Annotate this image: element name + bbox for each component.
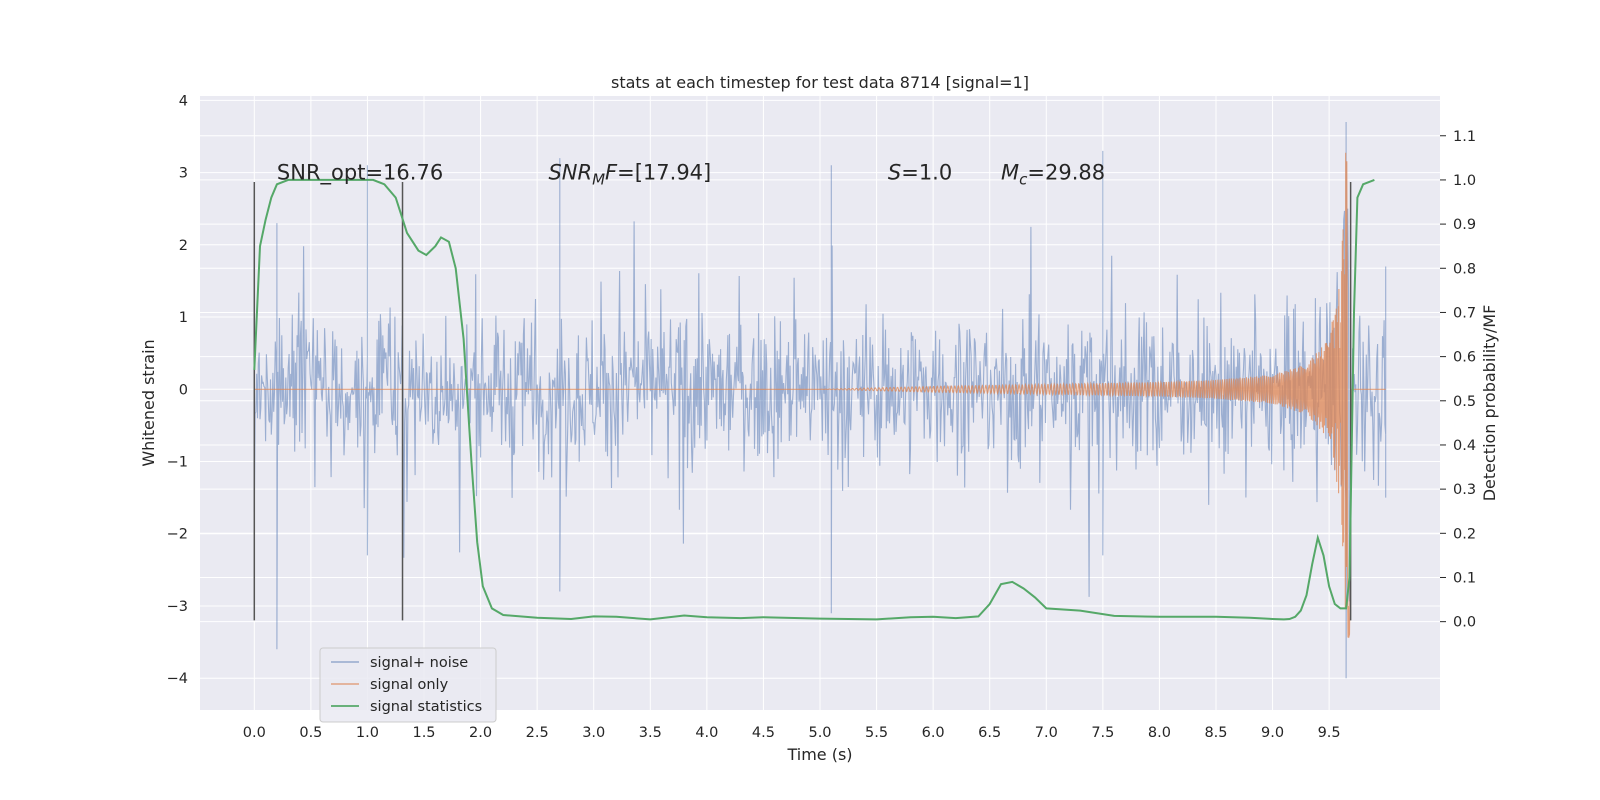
y2-tick-label: 0.8	[1453, 261, 1476, 277]
y2-axis-ticks: 1.1 1.0 0.9 0.8 0.7 0.6 0.5 0.4 0.3 0.2 0.1 0.0	[1440, 129, 1476, 631]
x-tick-label: 4.5	[752, 725, 775, 741]
signal-only-series	[254, 152, 1386, 638]
legend-label-stats: signal statistics	[370, 699, 482, 715]
y-tick-label: 2	[179, 238, 188, 254]
annotations: SNR_opt=16.76 SNRMF=[17.94] S=1.0 Mc=29.88	[277, 161, 1105, 189]
x-tick-label: 9.0	[1261, 725, 1284, 741]
x-tick-label: 1.0	[356, 725, 379, 741]
signal-statistics-series	[253, 178, 1375, 621]
signal-only-trace	[254, 152, 1386, 638]
legend-box	[319, 647, 497, 723]
grid-lines	[200, 96, 1440, 710]
x-tick-label: 9.5	[1318, 725, 1341, 741]
x-axis-label: Time (s)	[786, 745, 852, 764]
signal-plus-noise-series	[253, 122, 1387, 679]
signal-statistics-line	[253, 178, 1375, 621]
legend-label-noise: signal+ noise	[370, 655, 468, 671]
x-tick-label: 5.0	[808, 725, 831, 741]
legend-label-signal: signal only	[370, 677, 449, 693]
y-tick-label: 3	[179, 166, 188, 182]
x-tick-label: 2.0	[469, 725, 492, 741]
y-axis-label: Whitened strain	[139, 339, 158, 466]
annotation-text: SNRMF=[17.94]	[548, 161, 711, 189]
y2-tick-label: 0.1	[1453, 570, 1476, 586]
x-tick-label: 8.5	[1204, 725, 1227, 741]
y2-tick-label: 0.0	[1453, 615, 1476, 631]
y-tick-label: −2	[167, 527, 188, 543]
y-axis-ticks: 4 3 2 1 0 −1 −2 −3 −4	[167, 93, 188, 687]
x-tick-label: 7.0	[1035, 725, 1058, 741]
x-tick-label: 2.5	[526, 725, 549, 741]
noise-trace	[253, 122, 1387, 679]
y2-tick-label: 0.6	[1453, 350, 1476, 366]
y2-tick-label: 0.2	[1453, 526, 1476, 542]
x-tick-label: 3.0	[582, 725, 605, 741]
annotation-text: Mc=29.88	[1001, 161, 1105, 189]
legend: signal+ noise signal only signal statist…	[319, 647, 497, 723]
y-tick-label: 1	[179, 310, 188, 326]
y2-tick-label: 1.1	[1453, 129, 1476, 145]
y-tick-label: 4	[179, 93, 188, 109]
x-tick-label: 3.5	[639, 725, 662, 741]
y-tick-label: −3	[167, 599, 188, 615]
chart-title: stats at each timestep for test data 871…	[611, 73, 1029, 92]
x-tick-label: 6.5	[978, 725, 1001, 741]
y2-tick-label: 0.7	[1453, 305, 1476, 321]
y2-axis-label: Detection probability/MF	[1480, 305, 1499, 502]
y2-tick-label: 0.5	[1453, 394, 1476, 410]
x-tick-label: 6.0	[922, 725, 945, 741]
x-tick-label: 0.0	[243, 725, 266, 741]
y2-tick-label: 0.3	[1453, 482, 1476, 498]
y-tick-label: −1	[167, 455, 188, 471]
x-tick-label: 4.0	[695, 725, 718, 741]
annotation-text: S=1.0	[888, 161, 952, 185]
y2-tick-label: 0.9	[1453, 217, 1476, 233]
x-tick-label: 8.0	[1148, 725, 1171, 741]
y-tick-label: −4	[167, 671, 188, 687]
x-tick-label: 1.5	[412, 725, 435, 741]
annotation-text: SNR_opt=16.76	[277, 161, 443, 186]
x-tick-label: 0.5	[299, 725, 322, 741]
y-tick-label: 0	[179, 382, 188, 398]
x-tick-label: 5.5	[865, 725, 888, 741]
y2-tick-label: 1.0	[1453, 173, 1476, 189]
y2-tick-label: 0.4	[1453, 438, 1476, 454]
x-axis-ticks: 0.0 0.5 1.0 1.5 2.0 2.5 3.0 3.5 4.0 4.5 5.0 5.5 6.0 6…	[243, 725, 1341, 741]
x-tick-label: 7.5	[1091, 725, 1114, 741]
